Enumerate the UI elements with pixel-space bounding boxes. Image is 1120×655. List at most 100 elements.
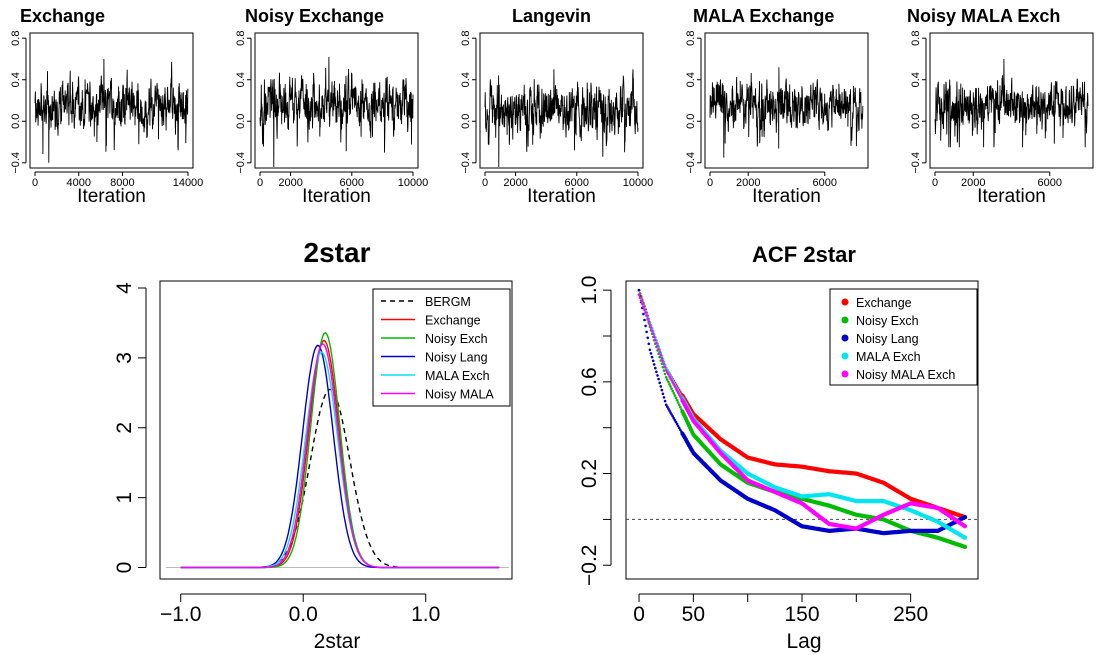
acf-point [645,314,648,317]
acf-point [643,318,646,322]
trace-plot-1: Noisy Exchange −0.4 0.0 0.4 0.8 0 2000 6000 1000… [235,6,428,207]
acf-point [674,420,678,424]
acf-point [649,352,653,355]
acf-point [642,312,645,316]
y-tick-label: 0.0 [460,114,472,129]
x-tick-label: 150 [784,603,819,626]
density-line-bergm [180,388,500,569]
acf-point [655,341,658,345]
acf-point [661,392,665,396]
acf-point [663,366,667,369]
legend: BERGM Exchange Noisy Exch Noisy Lang MALA Ex… [372,288,511,407]
y-tick-label: −0.4 [460,152,472,174]
acf-point [675,422,679,426]
acf-point [669,385,672,388]
acf-point [667,380,670,384]
legend-label: MALA Exch [425,369,490,383]
y-tick-label: −0.4 [910,152,922,174]
trace-line [34,58,189,163]
acf-title: ACF 2star [752,242,856,267]
acf-point [673,385,677,388]
acf-point [667,407,670,410]
acf-point [656,374,659,377]
acf-point [654,366,657,370]
acf-point [674,396,678,400]
trace-line [259,56,414,168]
x-axis-label: Lag [786,630,821,653]
density-line-noisy-mala [180,343,500,569]
acf-point [659,353,663,357]
plot-frame [159,280,513,580]
acf-point [660,356,664,360]
y-tick-label: −0.4 [685,152,697,174]
y-tick-label: 0.0 [910,114,922,129]
acf-point [962,535,968,540]
acf-point [670,387,673,391]
x-tick-label: 14000 [173,177,204,189]
y-tick-label: 0.8 [460,31,472,46]
trace-plot-4: Noisy MALA Exch −0.4 0.0 0.4 0.8 0 2000 6000Ite… [907,6,1094,207]
acf-point [673,418,677,422]
trace-line [934,58,1089,148]
acf-point [659,385,663,388]
acf-point [677,403,681,407]
acf-point [658,381,661,385]
legend-label: Noisy Exch [425,332,488,346]
x-tick-label: 50 [682,603,705,626]
acf-point [646,317,649,320]
y-tick-label: 2 [113,422,136,434]
x-tick-label: 0 [932,177,938,189]
y-tick-label: 0.4 [460,72,472,87]
acf-point [657,347,660,351]
trace-title: Exchange [20,6,105,26]
acf-point [675,389,679,392]
acf-point [639,299,643,303]
x-tick-label: 6000 [813,177,837,189]
trace-plot-0: Exchange −0.4 0.0 0.4 0.8 0 4000 8000 14000 Itera… [10,6,203,207]
trace-line [484,69,639,168]
y-tick-label: 0.8 [10,31,22,46]
x-tick-label: 2000 [736,177,760,189]
acf-point [642,305,645,309]
x-tick-label: 6000 [340,177,364,189]
acf-point [675,398,679,402]
acf-series-noisy-mala-exch [637,293,968,531]
legend-label: MALA Exch [856,350,921,364]
plot-frame [479,32,644,169]
acf-plot: ACF 2star −0.2 0.2 0.6 1.0 0 50 150 250 Lag Exchan… [578,242,979,653]
acf-point [676,391,680,394]
legend-label: BERGM [425,295,471,309]
x-tick-label: 6000 [565,177,589,189]
acf-point [658,355,661,359]
x-tick-label: 4000 [66,177,90,189]
y-tick-label: 0.4 [910,72,922,87]
legend-label: Exchange [425,314,481,328]
acf-point [646,336,649,340]
acf-point [638,296,642,300]
acf-point [670,379,673,382]
x-tick-label: 8000 [110,177,134,189]
acf-point [671,389,674,393]
x-tick-label: 10000 [623,177,654,189]
x-tick-label: −1.0 [160,603,201,626]
acf-point [674,387,678,390]
y-tick-label: 0.0 [10,114,22,129]
acf-point [679,405,682,409]
acf-point [663,372,667,376]
trace-title: MALA Exchange [693,6,834,26]
acf-point [669,411,672,414]
acf-point [651,359,655,363]
acf-point [641,302,644,306]
x-tick-label: 0.0 [289,603,318,626]
acf-point [652,363,656,366]
y-tick-label: 0.6 [578,367,601,396]
acf-point [666,371,669,374]
acf-point [666,378,669,381]
trace-plot-2: Langevin −0.4 0.0 0.4 0.8 0 2000 6000 10000 Itera… [460,6,653,207]
acf-point [661,365,665,369]
x-tick-label: 0 [257,177,263,189]
trace-line [709,67,864,158]
acf-point [651,332,655,336]
acf-point [672,392,676,395]
x-axis-label: Iteration [302,186,371,207]
